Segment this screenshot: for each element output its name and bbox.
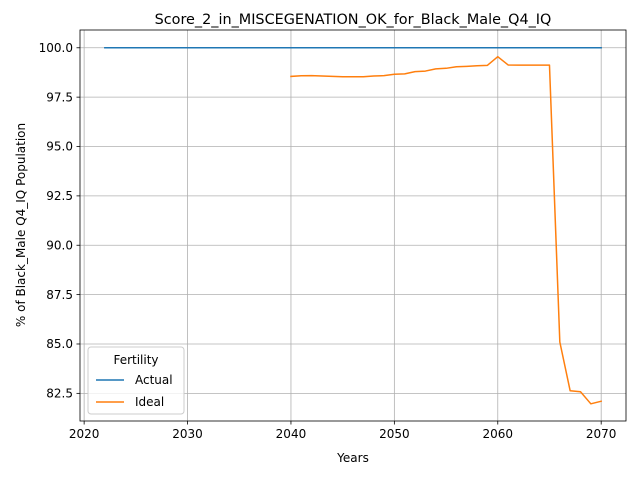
legend-label-ideal: Ideal (135, 395, 164, 409)
y-tick-label: 95.0 (46, 140, 73, 154)
x-tick-label: 2040 (276, 427, 307, 441)
series-line-ideal (290, 55, 603, 405)
y-tick-label: 92.5 (46, 189, 73, 203)
legend-box (87, 346, 185, 415)
y-tick-label: 97.5 (46, 90, 73, 104)
y-tick-label: 87.5 (46, 288, 73, 302)
legend-title: Fertility (113, 353, 158, 367)
plot-frame (79, 29, 627, 422)
tick-layer: 2020 2030 2040 2050 2060 2070 82.5 85.0 87.5 90.0… (39, 41, 617, 441)
y-tick-label: 100.0 (39, 41, 73, 55)
x-tick-label: 2020 (69, 427, 100, 441)
y-tick-label: 90.0 (46, 238, 73, 252)
y-tick-label: 82.5 (46, 387, 73, 401)
y-axis-label: % of Black_Male Q4_IQ Population (14, 123, 28, 327)
legend-label-actual: Actual (135, 373, 173, 387)
x-tick-label: 2060 (482, 427, 513, 441)
legend: Fertility Actual Ideal (87, 346, 185, 415)
y-tick-label: 85.0 (46, 337, 73, 351)
x-tick-label: 2050 (379, 427, 410, 441)
series-layer (104, 47, 603, 405)
chart-title: Score_2_in_MISCEGENATION_OK_for_Black_Ma… (155, 12, 552, 28)
x-tick-label: 2070 (586, 427, 617, 441)
x-tick-label: 2030 (172, 427, 203, 441)
x-axis-label: Years (336, 451, 369, 465)
